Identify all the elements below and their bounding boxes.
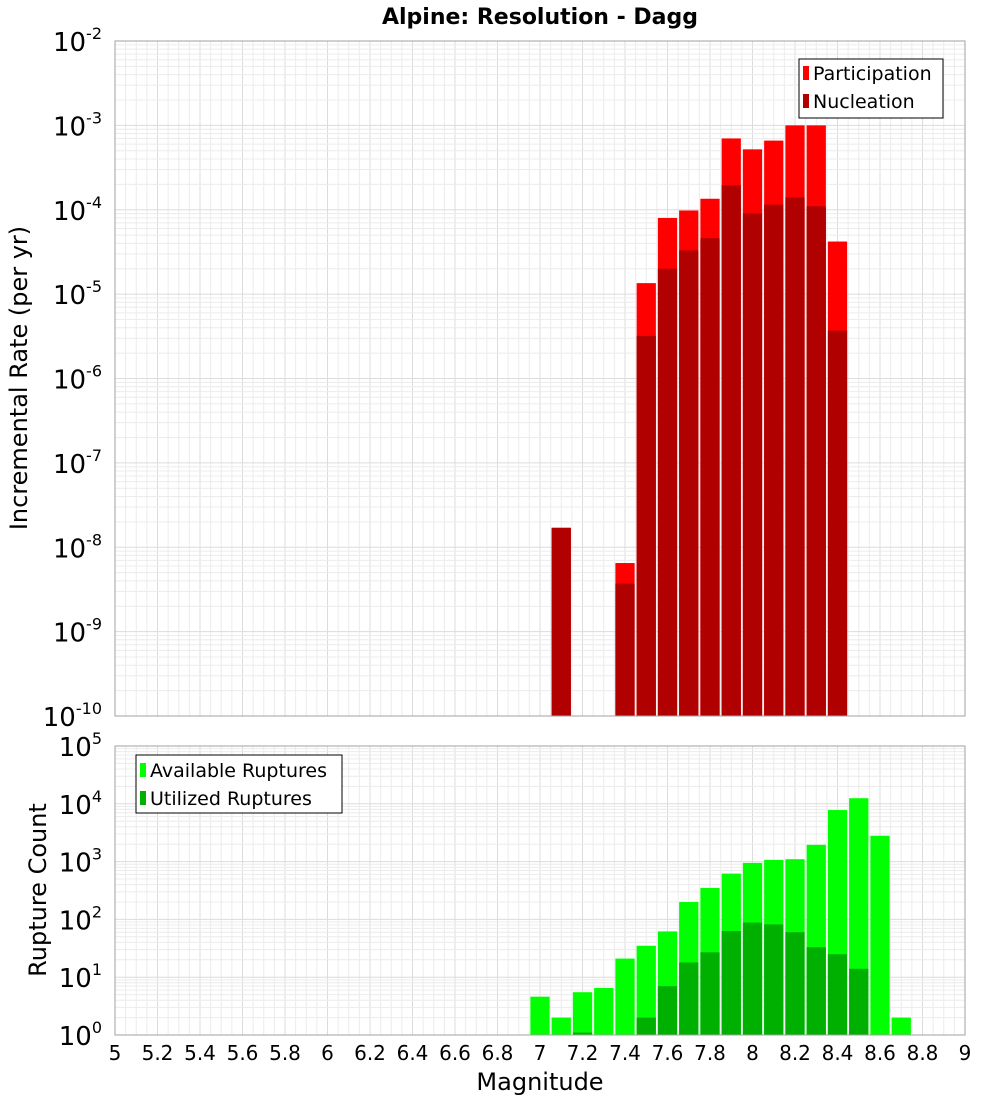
x-tick-label: 6.6 (439, 1041, 471, 1065)
utilized-ruptures-bar (849, 968, 869, 1035)
x-tick-label: 9 (959, 1041, 972, 1065)
available-ruptures-bar (572, 992, 593, 1035)
x-tick-label: 7.4 (609, 1041, 641, 1065)
nucleation-bar (764, 204, 784, 717)
rate-y-tick-label: 10-4 (53, 193, 102, 227)
rupture-count-y-tick-label: 101 (59, 960, 102, 994)
rupture-count-y-ticks: 105 104 103 102 101 100 (59, 729, 102, 1052)
x-tick-label: 8.4 (822, 1041, 854, 1065)
rupture-count-bars (530, 798, 911, 1035)
available-ruptures-legend-swatch (140, 763, 146, 777)
rupture-count-y-tick-label: 103 (59, 845, 102, 879)
utilized-ruptures-bar (657, 986, 678, 1035)
rupture-count-y-axis-label: Rupture Count (24, 803, 52, 977)
utilized-ruptures-bar (721, 930, 741, 1035)
rate-legend: Participation Nucleation (798, 58, 944, 119)
x-tick-label: 5.8 (269, 1041, 301, 1065)
rate-panel: 10-2 10-3 10-4 10-5 10-6 10-7 10-8 10-9 10-10 In… (5, 24, 966, 733)
utilized-ruptures-legend-label: Utilized Ruptures (150, 788, 312, 810)
nucleation-bar (636, 335, 656, 716)
available-ruptures-bar (870, 835, 890, 1035)
rate-y-tick-label: 10-9 (53, 615, 102, 649)
rupture-count-plot-frame (114, 745, 966, 1036)
nucleation-bar (827, 330, 848, 716)
nucleation-bar (679, 250, 699, 717)
x-axis-label: Magnitude (476, 1068, 603, 1096)
rate-y-tick-label: 10-8 (53, 530, 102, 564)
utilized-ruptures-legend-swatch (140, 791, 146, 805)
x-tick-label: 6 (321, 1041, 334, 1065)
x-tick-label: 6.8 (482, 1041, 514, 1065)
x-tick-label: 5.4 (184, 1041, 216, 1065)
available-ruptures-bar (594, 988, 614, 1035)
rate-bars (551, 125, 848, 717)
x-tick-label: 6.4 (397, 1041, 429, 1065)
rupture-count-y-tick-label: 105 (59, 729, 102, 763)
nucleation-bar (615, 583, 635, 716)
rate-y-tick-label: 10-10 (43, 699, 102, 733)
x-tick-label: 8.8 (907, 1041, 939, 1065)
rate-y-tick-label: 10-2 (53, 24, 102, 58)
nucleation-legend-swatch (803, 94, 809, 108)
utilized-ruptures-bar (636, 1017, 656, 1035)
rupture-count-y-tick-label: 102 (59, 902, 102, 936)
x-tick-label: 7.2 (567, 1041, 599, 1065)
utilized-ruptures-bar (679, 962, 699, 1035)
nucleation-bar (551, 527, 571, 716)
rate-y-tick-label: 10-6 (53, 362, 102, 396)
participation-legend-swatch (803, 66, 809, 80)
rupture-count-y-tick-label: 104 (59, 787, 102, 821)
rate-y-tick-label: 10-3 (53, 108, 102, 142)
rate-plot-frame (114, 40, 966, 717)
x-tick-label: 6.2 (354, 1041, 386, 1065)
rupture-count-y-tick-label: 100 (59, 1018, 102, 1052)
rate-y-ticks: 10-2 10-3 10-4 10-5 10-6 10-7 10-8 10-9 10-10 (43, 24, 102, 733)
x-tick-label: 8 (746, 1041, 759, 1065)
utilized-ruptures-bar (806, 947, 826, 1035)
utilized-ruptures-bar (785, 932, 805, 1035)
nucleation-bar (785, 197, 805, 717)
rupture-count-legend-box (135, 754, 343, 814)
rate-y-axis-label: Incremental Rate (per yr) (5, 226, 33, 530)
nucleation-bar (806, 206, 826, 716)
rate-y-tick-label: 10-5 (53, 277, 102, 311)
rupture-count-legend: Available Ruptures Utilized Ruptures (135, 754, 343, 814)
x-tick-label: 5.2 (142, 1041, 174, 1065)
nucleation-bar (657, 268, 678, 716)
nucleation-legend-label: Nucleation (813, 91, 915, 113)
x-tick-label: 5 (109, 1041, 122, 1065)
utilized-ruptures-bar (764, 924, 784, 1035)
nucleation-bar (742, 213, 763, 717)
x-tick-label: 7.8 (694, 1041, 726, 1065)
rate-y-tick-label: 10-7 (53, 446, 102, 480)
utilized-ruptures-bar (700, 952, 720, 1035)
available-ruptures-bar (530, 996, 550, 1035)
x-tick-label: 8.2 (779, 1041, 811, 1065)
chart-title: Alpine: Resolution - Dagg (382, 5, 698, 30)
rate-legend-box (798, 58, 944, 119)
utilized-ruptures-bar (572, 1032, 593, 1035)
x-tick-label: 5.6 (227, 1041, 259, 1065)
nucleation-bar (721, 185, 741, 717)
rupture-count-panel: 105 104 103 102 101 100 Rupture Count Availab… (24, 729, 966, 1052)
utilized-ruptures-bar (742, 922, 763, 1035)
nucleation-bar (700, 238, 720, 716)
available-ruptures-bar (636, 945, 656, 1035)
utilized-ruptures-bar (827, 954, 848, 1035)
available-ruptures-bar (551, 1017, 571, 1035)
available-ruptures-bar (891, 1017, 911, 1035)
x-tick-label: 7 (534, 1041, 547, 1065)
x-tick-label: 8.6 (864, 1041, 896, 1065)
available-ruptures-legend-label: Available Ruptures (150, 760, 327, 782)
x-tick-label: 7.6 (652, 1041, 684, 1065)
participation-legend-label: Participation (813, 63, 932, 85)
available-ruptures-bar (615, 958, 635, 1035)
magnitude-x-ticks: 5 5.2 5.4 5.6 5.8 6 6.2 6.4 6.6 6.8 7 7.2 7.4 7.6 7.8 8… (109, 1041, 972, 1065)
